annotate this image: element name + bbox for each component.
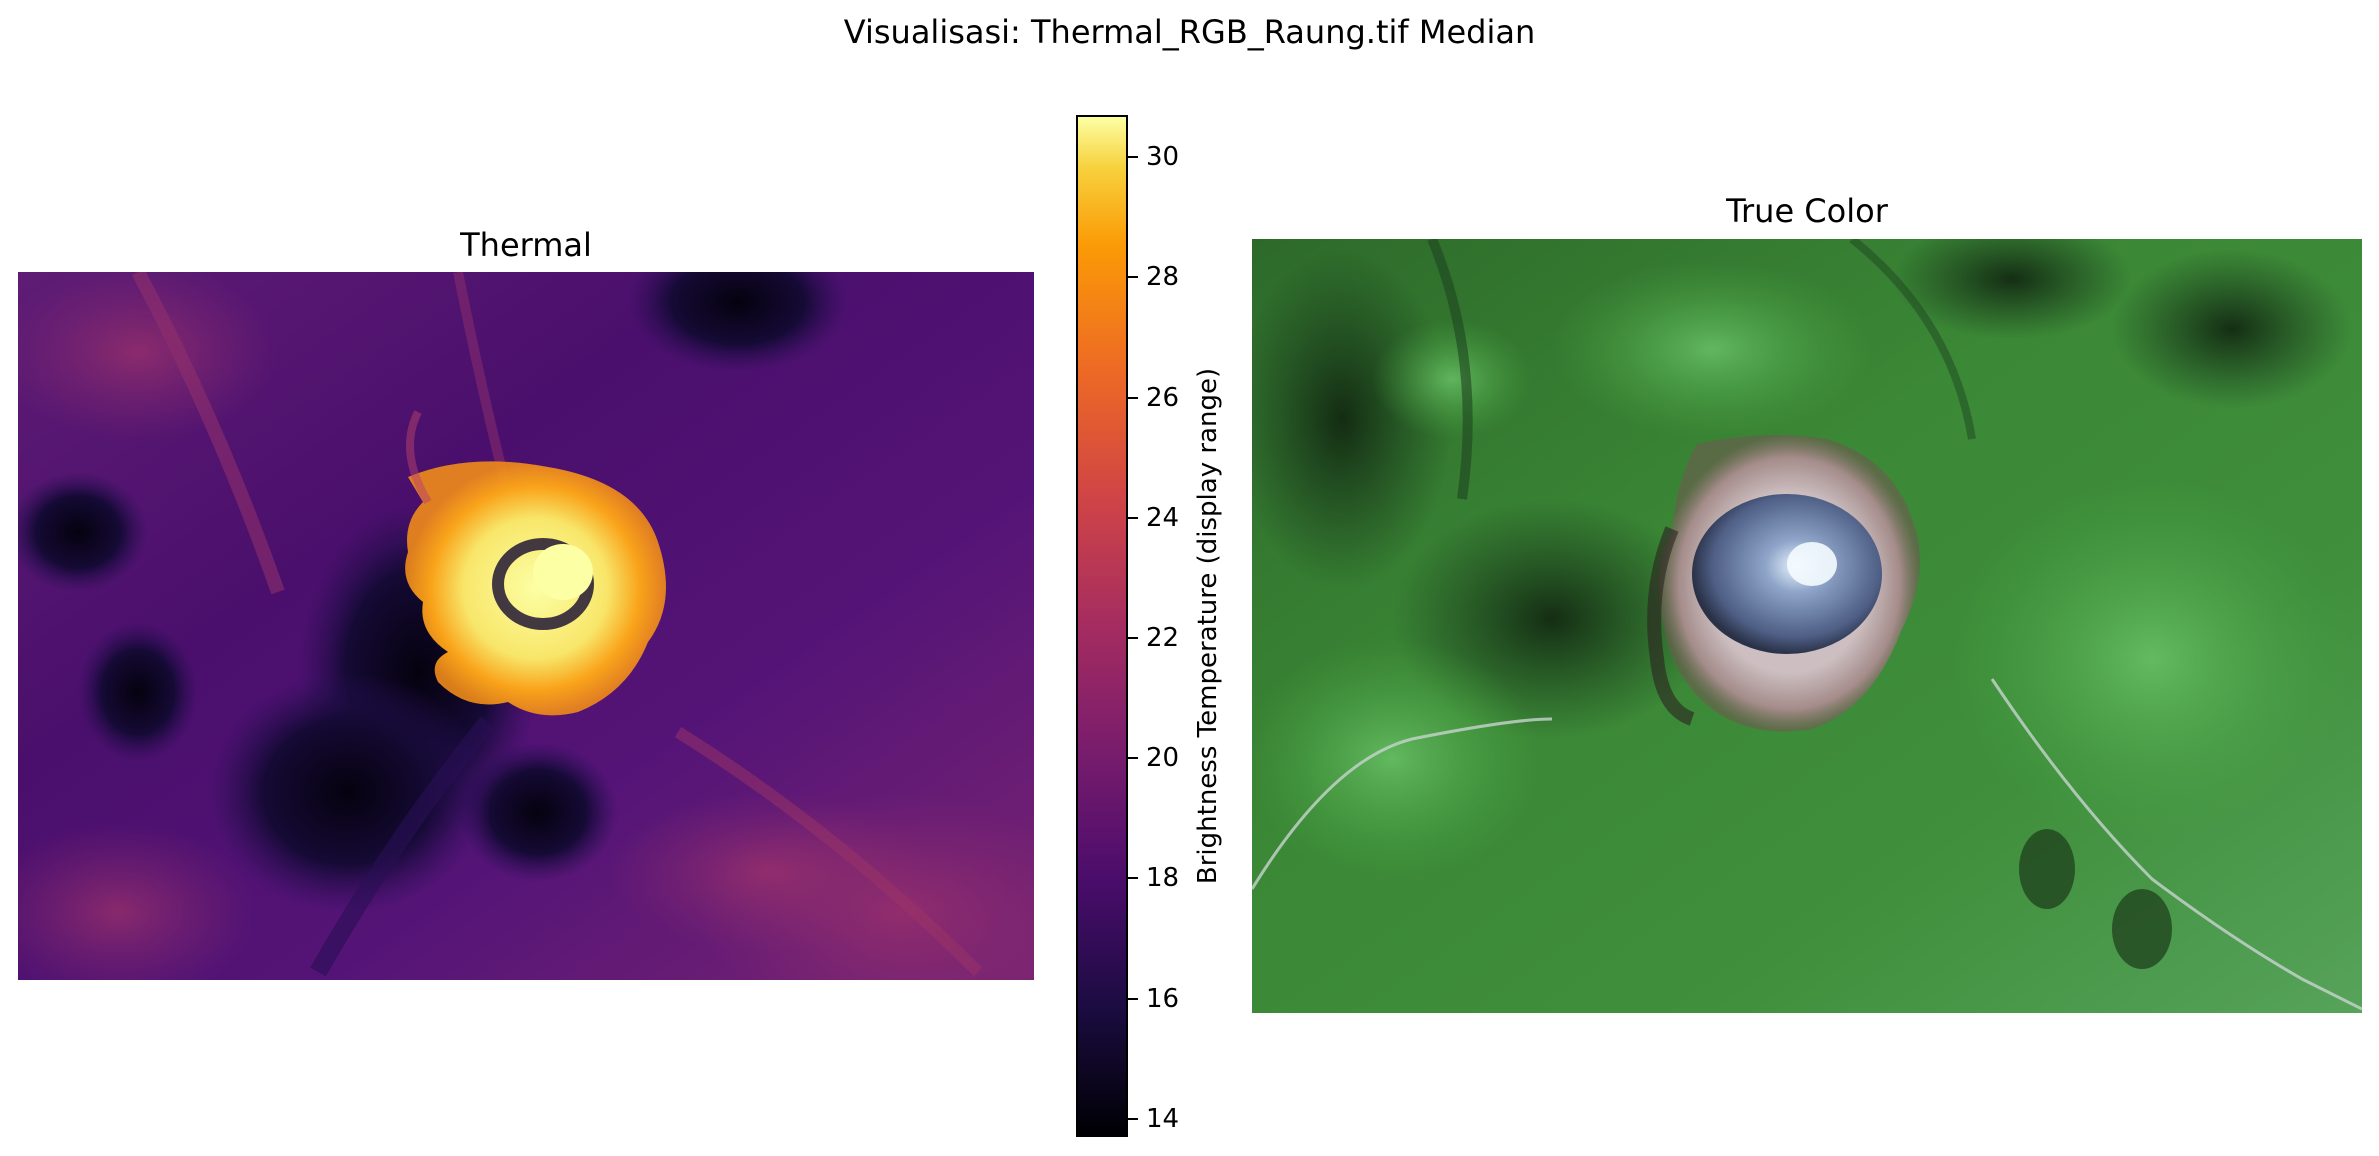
- colorbar-tick-label: 22: [1146, 623, 1180, 654]
- colorbar-tick-label: 18: [1146, 863, 1180, 894]
- colorbar-tick-mark: [1128, 516, 1138, 519]
- colorbar-tick-mark: [1128, 396, 1138, 399]
- colorbar-tick-label: 28: [1146, 262, 1180, 293]
- colorbar-tick-label: 16: [1146, 983, 1180, 1014]
- true-color-image: [1252, 239, 2362, 1013]
- colorbar: [1076, 115, 1128, 1137]
- thermal-image: [18, 272, 1034, 980]
- colorbar-tick-label: 20: [1146, 743, 1180, 774]
- colorbar-tick-mark: [1128, 877, 1138, 880]
- colorbar-label-text: Brightness Temperature (display range): [1193, 367, 1223, 885]
- colorbar-tick-mark: [1128, 1117, 1138, 1120]
- figure-title: Visualisasi: Thermal_RGB_Raung.tif Media…: [843, 13, 1536, 51]
- thermal-panel-title: Thermal: [460, 226, 592, 264]
- colorbar-tick-mark: [1128, 156, 1138, 159]
- colorbar-tick-mark: [1128, 276, 1138, 279]
- truecolor-panel-title: True Color: [1726, 192, 1888, 230]
- colorbar-tick-label: 14: [1146, 1103, 1180, 1134]
- colorbar-tick-label: 26: [1146, 382, 1180, 413]
- colorbar-tick-mark: [1128, 997, 1138, 1000]
- colorbar-tick-label: 30: [1146, 142, 1180, 173]
- colorbar-tick-label: 24: [1146, 502, 1180, 533]
- colorbar-ticks: 14 16 18 20 22 24 26 28 30: [1128, 115, 1208, 1137]
- colorbar-tick-mark: [1128, 637, 1138, 640]
- colorbar-tick-mark: [1128, 757, 1138, 760]
